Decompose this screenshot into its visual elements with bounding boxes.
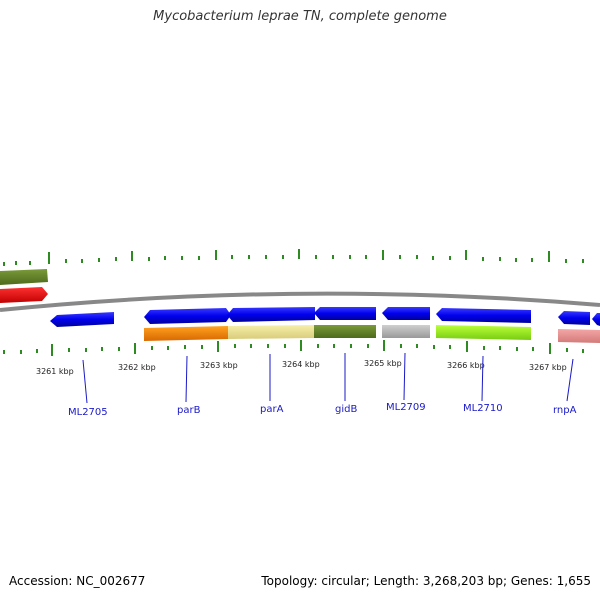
cog-block-gray[interactable]	[382, 325, 430, 338]
cog-block-olive[interactable]	[314, 325, 376, 338]
map-title: Mycobacterium leprae TN, complete genome	[153, 9, 447, 24]
gene-label-ml2710[interactable]: ML2710	[463, 403, 503, 414]
gene-ml2710[interactable]	[436, 308, 531, 323]
cog-block-orange[interactable]	[144, 326, 228, 341]
kbp-label: 3264 kbp	[282, 360, 320, 369]
kbp-labels: 3261 kbp 3262 kbp 3263 kbp 3264 kbp 3265…	[36, 359, 567, 376]
cds-forward-track	[50, 307, 600, 327]
kbp-label: 3265 kbp	[364, 359, 402, 368]
gene-gidb[interactable]	[314, 307, 376, 320]
cog-track	[144, 325, 600, 343]
outer-ticks	[3, 249, 584, 266]
gene-partial-right[interactable]	[592, 313, 600, 326]
kbp-label: 3262 kbp	[118, 363, 156, 372]
kbp-label: 3261 kbp	[36, 367, 74, 376]
gene-parb[interactable]	[144, 308, 231, 324]
genome-backbone	[0, 291, 600, 312]
feature-red-left[interactable]	[0, 287, 48, 303]
genome-summary-text: Topology: circular; Length: 3,268,203 bp…	[261, 574, 591, 588]
gene-label-parb[interactable]: parB	[177, 405, 201, 416]
feature-olive-left[interactable]	[0, 269, 48, 285]
gene-leader-lines	[82, 352, 574, 404]
gene-label-gidb[interactable]: gidB	[335, 404, 357, 415]
gene-label-rnpa[interactable]: rnpA	[553, 405, 577, 416]
gene-para[interactable]	[227, 307, 315, 322]
gene-ml2709[interactable]	[382, 307, 430, 320]
kbp-label: 3263 kbp	[200, 361, 238, 370]
gene-label-ml2705[interactable]: ML2705	[68, 407, 108, 418]
gene-label-ml2709[interactable]: ML2709	[386, 402, 426, 413]
accession-text: Accession: NC_002677	[9, 574, 146, 588]
cog-block-lime[interactable]	[436, 325, 531, 340]
gene-label-para[interactable]: parA	[260, 404, 284, 415]
inner-ticks	[3, 340, 584, 356]
kbp-label: 3267 kbp	[529, 363, 567, 372]
gene-ml2705[interactable]	[50, 312, 114, 327]
gene-labels: ML2705 parB parA gidB ML2709 ML2710 rnpA	[68, 402, 577, 418]
cog-block-khaki[interactable]	[228, 325, 314, 339]
cog-block-pink[interactable]	[558, 329, 600, 343]
kbp-label: 3266 kbp	[447, 361, 485, 370]
gene-rnpa[interactable]	[558, 311, 590, 325]
